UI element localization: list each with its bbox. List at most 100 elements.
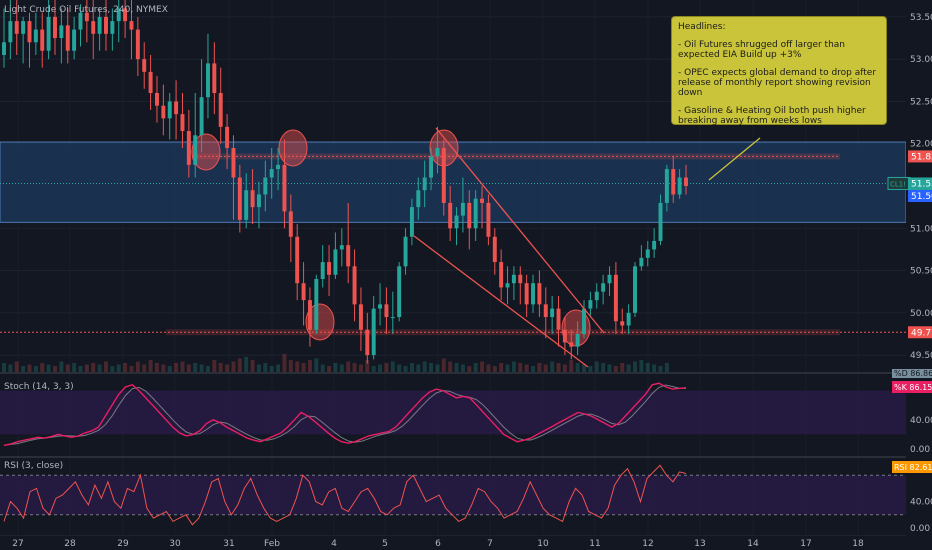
candle-body [486,202,491,237]
volume-bar [499,363,504,372]
candle-body [480,198,485,203]
volume-bar [186,364,191,372]
volume-bar [448,361,453,372]
volume-bar [588,366,593,372]
candle-body [8,21,13,43]
volume-bar [269,366,274,372]
volume-bar [378,364,383,372]
volume-bar [33,366,38,372]
candle-body [492,236,497,263]
time-axis-background [0,536,932,550]
volume-bar [225,364,230,372]
candle-body [244,190,249,220]
candle-body [33,29,38,43]
candle-body [473,198,478,229]
volume-bar [97,364,102,372]
volume-bar [524,364,529,372]
stoch-tick-label: 40.00 [910,416,932,426]
x-tick-label: 31 [223,539,234,549]
volume-bar [72,363,77,372]
volume-bar [53,366,57,372]
volume-bar [104,361,108,372]
stoch-k-tag-bg [892,381,932,393]
candle-body [320,262,325,279]
chart-title: Light Crude Oil Futures, 240, NYMEX [4,5,168,15]
candle-body [116,8,121,22]
candle-body [2,42,6,55]
volume-bar [492,366,497,372]
volume-bar [346,361,351,372]
volume-bar [633,361,637,372]
y-tick-label: 52.50 [910,97,932,107]
volume-bar [205,366,210,372]
time-axis: 27 28 29 30 31 Feb 4 5 6 7 10 11 12 13 14 17 18 [0,536,932,550]
candle-body [671,169,676,195]
candle-body [409,207,414,237]
candle-body [358,304,363,330]
support-band [166,329,840,336]
candle-body [154,93,159,106]
volume-bar [123,363,128,372]
volume-bar [339,364,344,372]
volume-bar [199,364,204,372]
candle-body [664,169,669,203]
zone-price-tag: 51.85 [911,152,932,162]
volume-bar [129,366,134,372]
candle-body [403,236,408,267]
x-tick-label: 10 [537,539,549,549]
x-tick-label: 6 [435,539,441,549]
volume-bar [613,366,618,372]
volume-bar [441,358,446,372]
candle-body [193,135,198,165]
volume-bar [167,366,172,372]
x-tick-label: 18 [852,539,864,549]
candle-body [677,177,682,195]
volume-bar [148,360,153,372]
candle-body [652,240,657,250]
y-tick-label: 51.00 [910,224,932,234]
axis-background [906,0,932,550]
candle-body [511,274,516,284]
candle-body [550,308,555,318]
candle-body [78,12,83,30]
candle-body [288,211,293,237]
x-tick-label: 4 [331,539,337,549]
last-price-tag: 51.53 [911,179,932,189]
candle-body [620,321,625,326]
candle-body [65,25,70,51]
rsi-tick-label: 0.00 [910,524,930,534]
candle-body [537,283,542,305]
candle-body [601,283,606,292]
candle-body [218,93,223,127]
candle-body [416,190,421,208]
volume-bar [46,364,51,372]
candle-body [505,283,510,288]
candle-body [225,126,230,148]
candle-body [301,283,306,301]
candle-body [435,147,440,157]
volume-bar [250,360,255,372]
volume-bar [365,360,370,372]
candle-body [575,333,580,347]
volume-bar [454,363,459,372]
candle-body [40,29,45,51]
stoch-k-tag: %K 86.15 [894,383,932,392]
highlight-circle [278,129,308,167]
volume-bar [384,363,389,372]
volume-bar [607,364,612,372]
candle-body [346,245,351,267]
volume-bar [256,364,261,372]
resistance-zone-rect [0,141,907,223]
volume-bar [620,363,625,372]
volume-bar [263,363,268,372]
candle-body [607,274,612,284]
candle-body [250,190,255,208]
rsi-title: RSI (3, close) [4,461,63,471]
candles [2,0,688,364]
bid-tag: 51.50 [911,192,932,202]
candle-body [684,177,688,186]
volume-bar [575,363,580,372]
candle-body [237,177,242,220]
volume-bar [91,363,96,372]
volume-bar [556,363,561,372]
